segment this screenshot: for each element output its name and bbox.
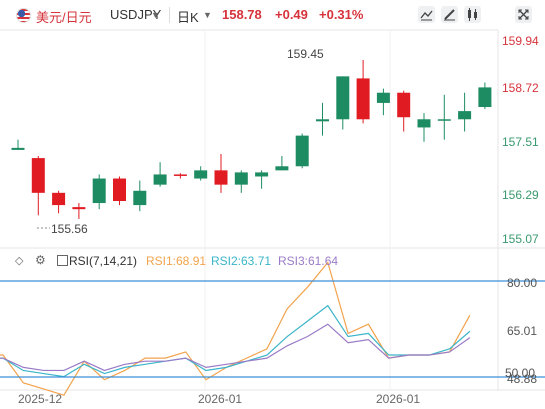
candle-body	[417, 119, 431, 128]
candle-body	[458, 111, 472, 120]
candle-body	[295, 135, 309, 167]
rsi2-value: RSI2:63.71	[211, 254, 272, 268]
candle-body	[316, 119, 329, 122]
candle-body	[173, 174, 187, 176]
y-tick-label: 156.29	[502, 188, 539, 202]
candle-body	[92, 178, 106, 204]
chevron-down-icon[interactable]: ▼	[151, 10, 160, 20]
last-price: 158.78	[222, 7, 262, 22]
expand-icon[interactable]	[57, 255, 68, 266]
eye-icon[interactable]: ◇	[15, 255, 24, 267]
candle-body	[72, 207, 86, 210]
x-tick-label: 2025-12	[18, 392, 62, 406]
gear-icon[interactable]: ⚙	[35, 253, 46, 267]
pair-name[interactable]: 美元/日元	[36, 10, 92, 25]
candle-body	[52, 192, 66, 206]
rsi-indicator-name[interactable]: RSI(7,14,21)	[69, 254, 138, 268]
us-flag-icon	[16, 8, 31, 23]
y-tick-label: 158.72	[502, 81, 539, 95]
rsi-legend: ◇ ⚙ RSI(7,14,21) RSI1:68.91 RSI2:63.71 R…	[0, 250, 400, 270]
fullscreen-icon[interactable]	[515, 6, 532, 23]
candle-body	[356, 78, 370, 120]
candle-body	[376, 92, 390, 103]
candle-body	[437, 119, 451, 121]
candle-body	[133, 190, 147, 206]
rsi-tick-label: 80.00	[507, 276, 537, 290]
symbol-code[interactable]: USDJPY	[110, 7, 162, 22]
candle-body	[478, 87, 492, 108]
candle-body	[255, 172, 269, 177]
candle-body	[153, 174, 167, 185]
rsi1-value: RSI1:68.91	[146, 254, 207, 268]
y-tick-label: 159.94	[502, 34, 539, 48]
header-bar: 美元/日元 USDJPY ▼ 日K ▼ 158.78 +0.49 +0.31%	[0, 0, 545, 30]
candlestick-series	[11, 60, 492, 219]
rsi-line-rsi1	[0, 261, 471, 396]
y-tick-label: 157.51	[502, 135, 539, 149]
rsi3-value: RSI3:61.64	[278, 254, 339, 268]
x-tick-label: 2026-01	[376, 392, 420, 406]
candle-body	[11, 147, 25, 150]
candle-body	[275, 166, 289, 171]
y-tick-label: 155.07	[502, 232, 539, 246]
rsi-line-rsi3	[0, 323, 471, 372]
candle-body	[194, 170, 208, 179]
price-change-percent: +0.31%	[319, 7, 364, 22]
low-annotation: 155.56	[51, 222, 88, 236]
rsi-tick-label: 65.01	[507, 324, 537, 338]
indicator-icon[interactable]	[464, 6, 481, 23]
divider	[169, 7, 170, 23]
candle-body	[397, 92, 411, 118]
rsi-line-rsi2	[0, 304, 471, 378]
chevron-down-icon[interactable]: ▼	[203, 10, 212, 20]
line-chart-icon[interactable]	[418, 6, 435, 23]
period-selector[interactable]: 日K	[177, 10, 199, 25]
candle-body	[234, 172, 248, 185]
draw-icon[interactable]	[441, 6, 458, 23]
price-change: +0.49	[275, 7, 308, 22]
candle-body	[113, 178, 126, 201]
x-tick-label: 2026-01	[198, 392, 242, 406]
high-annotation: 159.45	[287, 47, 324, 61]
candle-body	[31, 158, 45, 193]
rsi-tick-label: 50.00	[505, 366, 535, 380]
rsi-tick-label: 48.88	[507, 372, 537, 386]
rsi-series	[0, 261, 471, 396]
candle-body	[336, 76, 350, 120]
candle-body	[214, 170, 228, 185]
